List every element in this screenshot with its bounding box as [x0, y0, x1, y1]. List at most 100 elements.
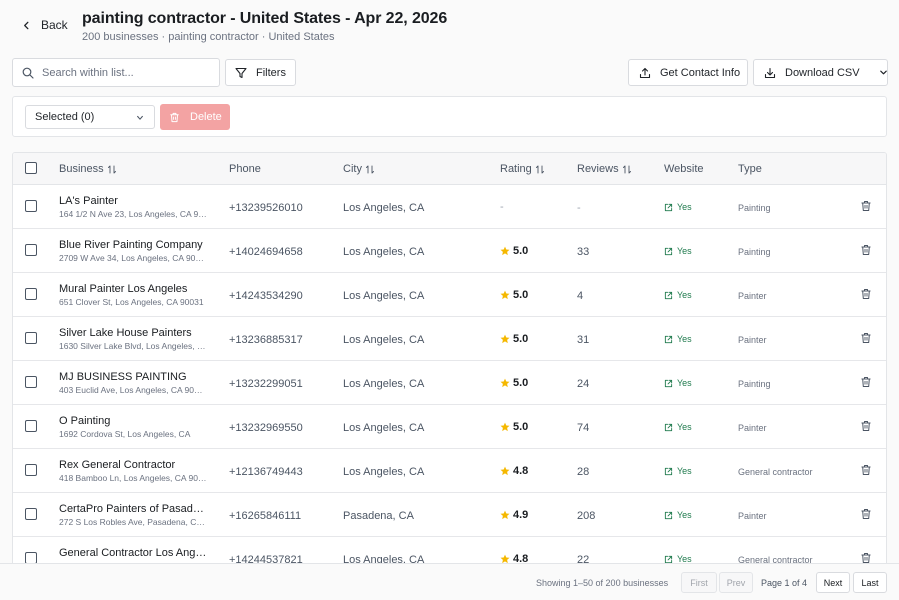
city: Los Angeles, CA: [343, 334, 425, 346]
review-count: -: [577, 202, 581, 214]
trash-icon: [861, 465, 871, 475]
business-name[interactable]: CertaPro Painters of Pasadena: [59, 503, 207, 515]
business-name[interactable]: Silver Lake House Painters: [59, 327, 192, 339]
row-checkbox[interactable]: [25, 288, 37, 300]
star-icon: [500, 378, 510, 388]
column-label: Business: [59, 163, 104, 175]
star-icon: [500, 554, 510, 564]
table-row[interactable]: O Painting 1692 Cordova St, Los Angeles, …: [13, 405, 886, 449]
column-label: Reviews: [577, 163, 619, 175]
column-header-phone: Phone: [229, 163, 261, 175]
delete-row-button[interactable]: [860, 244, 872, 256]
website-link[interactable]: Yes: [664, 290, 692, 300]
phone-number: +13232969550: [229, 422, 303, 434]
rating-value: 5.0: [513, 289, 529, 301]
website-link[interactable]: Yes: [664, 246, 692, 256]
filters-button[interactable]: Filters: [225, 59, 296, 86]
delete-row-button[interactable]: [860, 200, 872, 212]
business-type: Painting: [738, 379, 771, 389]
row-checkbox[interactable]: [25, 376, 37, 388]
first-page-button[interactable]: First: [681, 572, 717, 593]
website-label: Yes: [677, 466, 692, 476]
business-name[interactable]: Mural Painter Los Angeles: [59, 283, 188, 295]
delete-row-button[interactable]: [860, 464, 872, 476]
delete-row-button[interactable]: [860, 376, 872, 388]
column-label: City: [343, 163, 362, 175]
table-row[interactable]: Mural Painter Los Angeles 651 Clover St, …: [13, 273, 886, 317]
website-link[interactable]: Yes: [664, 202, 692, 212]
row-checkbox[interactable]: [25, 244, 37, 256]
trash-icon: [170, 112, 179, 122]
business-name[interactable]: General Contractor Los Angeles: [59, 547, 207, 559]
external-link-icon: [664, 335, 673, 343]
star-icon: [500, 510, 510, 520]
rating: 5.0: [500, 289, 528, 301]
website-link[interactable]: Yes: [664, 510, 692, 520]
get-contact-info-button[interactable]: Get Contact Info: [628, 59, 748, 86]
delete-row-button[interactable]: [860, 508, 872, 520]
table-row[interactable]: CertaPro Painters of Pasadena 272 S Los R…: [13, 493, 886, 537]
page-subtitle: 200 businesses · painting contractor · U…: [82, 31, 335, 43]
review-count: 28: [577, 466, 590, 478]
search-input[interactable]: [42, 66, 212, 79]
row-checkbox[interactable]: [25, 508, 37, 520]
table-row[interactable]: Silver Lake House Painters 1630 Silver La…: [13, 317, 886, 361]
business-name[interactable]: LA's Painter: [59, 195, 118, 207]
phone-number: +13232299051: [229, 378, 303, 390]
city: Los Angeles, CA: [343, 378, 425, 390]
delete-row-button[interactable]: [860, 332, 872, 344]
delete-row-button[interactable]: [860, 420, 872, 432]
business-name[interactable]: Rex General Contractor: [59, 459, 176, 471]
search-box[interactable]: [12, 58, 220, 87]
select-all-checkbox[interactable]: [25, 162, 37, 174]
business-type: Painter: [738, 291, 767, 301]
business-address: 1692 Cordova St, Los Angeles, CA: [59, 429, 191, 439]
rating-value: 5.0: [513, 377, 529, 389]
external-link-icon: [664, 555, 673, 563]
row-checkbox[interactable]: [25, 332, 37, 344]
review-count: 31: [577, 334, 590, 346]
table-row[interactable]: MJ BUSINESS PAINTING 403 Euclid Ave, Los …: [13, 361, 886, 405]
column-header-website: Website: [664, 163, 704, 175]
table-row[interactable]: LA's Painter 164 1/2 N Ave 23, Los Angele…: [13, 185, 886, 229]
business-name[interactable]: O Painting: [59, 415, 111, 427]
city: Los Angeles, CA: [343, 466, 425, 478]
website-link[interactable]: Yes: [664, 466, 692, 476]
city: Pasadena, CA: [343, 510, 414, 522]
chevron-down-icon: [137, 115, 143, 120]
chevron-down-icon[interactable]: [879, 68, 888, 77]
row-checkbox[interactable]: [25, 464, 37, 476]
selected-dropdown[interactable]: Selected (0): [25, 105, 155, 129]
rating: 5.0: [500, 421, 528, 433]
website-link[interactable]: Yes: [664, 378, 692, 388]
website-link[interactable]: Yes: [664, 334, 692, 344]
business-type: General contractor: [738, 467, 813, 477]
delete-row-button[interactable]: [860, 552, 872, 564]
column-header-city[interactable]: City: [343, 163, 374, 175]
business-name[interactable]: Blue River Painting Company: [59, 239, 203, 251]
download-csv-button[interactable]: Download CSV: [753, 59, 888, 86]
back-button[interactable]: Back: [22, 18, 68, 32]
website-link[interactable]: Yes: [664, 554, 692, 564]
delete-row-button[interactable]: [860, 288, 872, 300]
column-header-rating[interactable]: Rating: [500, 163, 544, 175]
table-row[interactable]: Rex General Contractor 418 Bamboo Ln, Los…: [13, 449, 886, 493]
business-type: Painting: [738, 203, 771, 213]
column-header-business[interactable]: Business: [59, 163, 116, 175]
row-checkbox[interactable]: [25, 420, 37, 432]
prev-page-button[interactable]: Prev: [719, 572, 753, 593]
get-contact-info-label: Get Contact Info: [660, 66, 741, 79]
business-name[interactable]: MJ BUSINESS PAINTING: [59, 371, 187, 383]
city: Los Angeles, CA: [343, 422, 425, 434]
column-header-reviews[interactable]: Reviews: [577, 163, 631, 175]
row-checkbox[interactable]: [25, 200, 37, 212]
next-page-button[interactable]: Next: [816, 572, 850, 593]
rating-value: 5.0: [513, 333, 529, 345]
website-link[interactable]: Yes: [664, 422, 692, 432]
delete-button[interactable]: Delete: [160, 104, 230, 130]
last-page-button[interactable]: Last: [853, 572, 887, 593]
table-row[interactable]: Blue River Painting Company 2709 W Ave 34…: [13, 229, 886, 273]
bulk-action-bar: Selected (0) Delete: [12, 96, 887, 137]
page-indicator: Page 1 of 4: [761, 578, 808, 588]
trash-icon: [861, 245, 871, 255]
